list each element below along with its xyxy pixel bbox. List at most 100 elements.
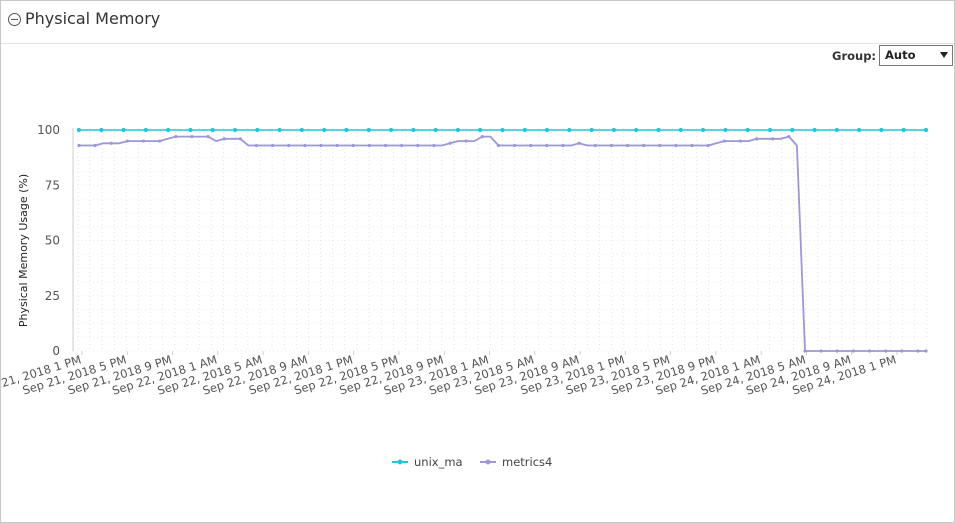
data-point-unix_ma — [188, 127, 193, 133]
data-point-metrics4 — [561, 143, 565, 148]
data-point-metrics4 — [141, 139, 146, 143]
data-point-metrics4 — [93, 143, 97, 148]
data-point-unix_ma — [701, 127, 706, 133]
panel-header: Physical Memory — [1, 1, 954, 44]
legend-item-metrics4[interactable]: metrics4 — [480, 455, 552, 469]
data-point-metrics4 — [916, 349, 920, 353]
data-point-metrics4 — [900, 349, 904, 353]
data-point-metrics4 — [674, 143, 678, 148]
data-point-unix_ma — [589, 127, 594, 133]
data-point-metrics4 — [819, 349, 823, 353]
data-point-metrics4 — [271, 143, 275, 148]
data-point-metrics4 — [513, 143, 517, 148]
data-point-unix_ma — [99, 127, 104, 133]
legend-label-unix_ma: unix_ma — [414, 455, 463, 469]
data-point-metrics4 — [851, 349, 856, 353]
data-point-metrics4 — [577, 141, 581, 145]
data-point-metrics4 — [190, 135, 194, 139]
data-point-metrics4 — [448, 141, 452, 145]
series-line-metrics4 — [79, 135, 926, 352]
data-point-unix_ma — [388, 127, 394, 133]
collapse-icon[interactable] — [8, 13, 21, 26]
data-point-unix_ma — [723, 127, 728, 133]
data-point-unix_ma — [478, 127, 483, 133]
data-point-metrics4 — [238, 137, 242, 141]
data-point-unix_ma — [901, 127, 906, 133]
panel-title: Physical Memory — [25, 9, 161, 28]
data-point-metrics4 — [658, 143, 662, 148]
data-point-metrics4 — [464, 139, 468, 143]
data-point-metrics4 — [77, 143, 81, 148]
data-point-metrics4 — [803, 349, 807, 353]
data-point-unix_ma — [166, 127, 171, 133]
data-point-metrics4 — [545, 143, 549, 148]
data-point-metrics4 — [924, 349, 928, 353]
data-point-unix_ma — [634, 127, 639, 133]
data-point-metrics4 — [109, 141, 113, 145]
data-point-unix_ma — [879, 127, 884, 133]
data-point-unix_ma — [322, 127, 327, 133]
data-point-metrics4 — [642, 143, 646, 148]
data-point-metrics4 — [609, 143, 614, 148]
data-point-metrics4 — [400, 143, 404, 148]
data-point-metrics4 — [351, 143, 355, 148]
data-point-metrics4 — [787, 135, 791, 139]
data-point-metrics4 — [254, 143, 259, 148]
data-point-metrics4 — [367, 143, 371, 148]
y-tick-label: 0 — [52, 344, 60, 358]
data-point-unix_ma — [544, 127, 550, 133]
data-point-metrics4 — [174, 135, 178, 139]
data-point-metrics4 — [158, 139, 162, 143]
data-point-unix_ma — [857, 127, 862, 133]
data-point-unix_ma — [611, 127, 617, 133]
data-point-metrics4 — [755, 137, 759, 141]
data-point-unix_ma — [411, 127, 416, 133]
data-point-metrics4 — [432, 143, 436, 148]
y-tick-label: 75 — [45, 178, 60, 192]
data-point-metrics4 — [593, 143, 597, 148]
data-point-unix_ma — [745, 127, 750, 133]
y-axis-label: Physical Memory Usage (%) — [17, 174, 30, 327]
group-select-value: Auto — [885, 48, 916, 62]
data-point-unix_ma — [210, 127, 215, 133]
data-point-metrics4 — [835, 349, 839, 353]
data-point-unix_ma — [76, 127, 82, 133]
data-point-metrics4 — [771, 137, 775, 141]
data-point-metrics4 — [496, 143, 501, 148]
data-point-metrics4 — [125, 139, 129, 143]
data-point-metrics4 — [529, 143, 533, 148]
data-point-metrics4 — [319, 143, 323, 148]
data-point-unix_ma — [255, 127, 260, 133]
data-point-unix_ma — [767, 127, 773, 133]
data-point-metrics4 — [222, 137, 226, 141]
data-point-metrics4 — [206, 135, 210, 139]
data-point-unix_ma — [455, 127, 461, 133]
group-label: Group: — [832, 49, 877, 63]
data-point-unix_ma — [923, 127, 929, 133]
data-point-unix_ma — [433, 127, 438, 133]
data-point-metrics4 — [706, 143, 710, 148]
y-tick-label: 100 — [37, 123, 60, 137]
data-point-unix_ma — [500, 127, 505, 133]
data-point-unix_ma — [344, 127, 349, 133]
legend-marker-unix_ma — [397, 459, 403, 465]
data-point-unix_ma — [834, 127, 839, 133]
data-point-unix_ma — [366, 127, 371, 133]
data-point-metrics4 — [480, 135, 484, 139]
data-point-metrics4 — [416, 143, 420, 148]
data-point-unix_ma — [567, 127, 572, 133]
data-point-unix_ma — [656, 127, 661, 133]
chevron-down-icon — [940, 52, 948, 58]
y-tick-label: 25 — [45, 289, 60, 303]
group-select[interactable]: Auto — [879, 45, 953, 66]
legend-label-metrics4: metrics4 — [502, 455, 552, 469]
legend-item-unix_ma[interactable]: unix_ma — [392, 455, 463, 469]
data-point-metrics4 — [625, 143, 630, 148]
data-point-metrics4 — [884, 349, 888, 353]
data-point-unix_ma — [522, 127, 527, 133]
data-point-unix_ma — [790, 127, 795, 133]
data-point-metrics4 — [303, 143, 307, 148]
data-point-metrics4 — [335, 143, 339, 148]
